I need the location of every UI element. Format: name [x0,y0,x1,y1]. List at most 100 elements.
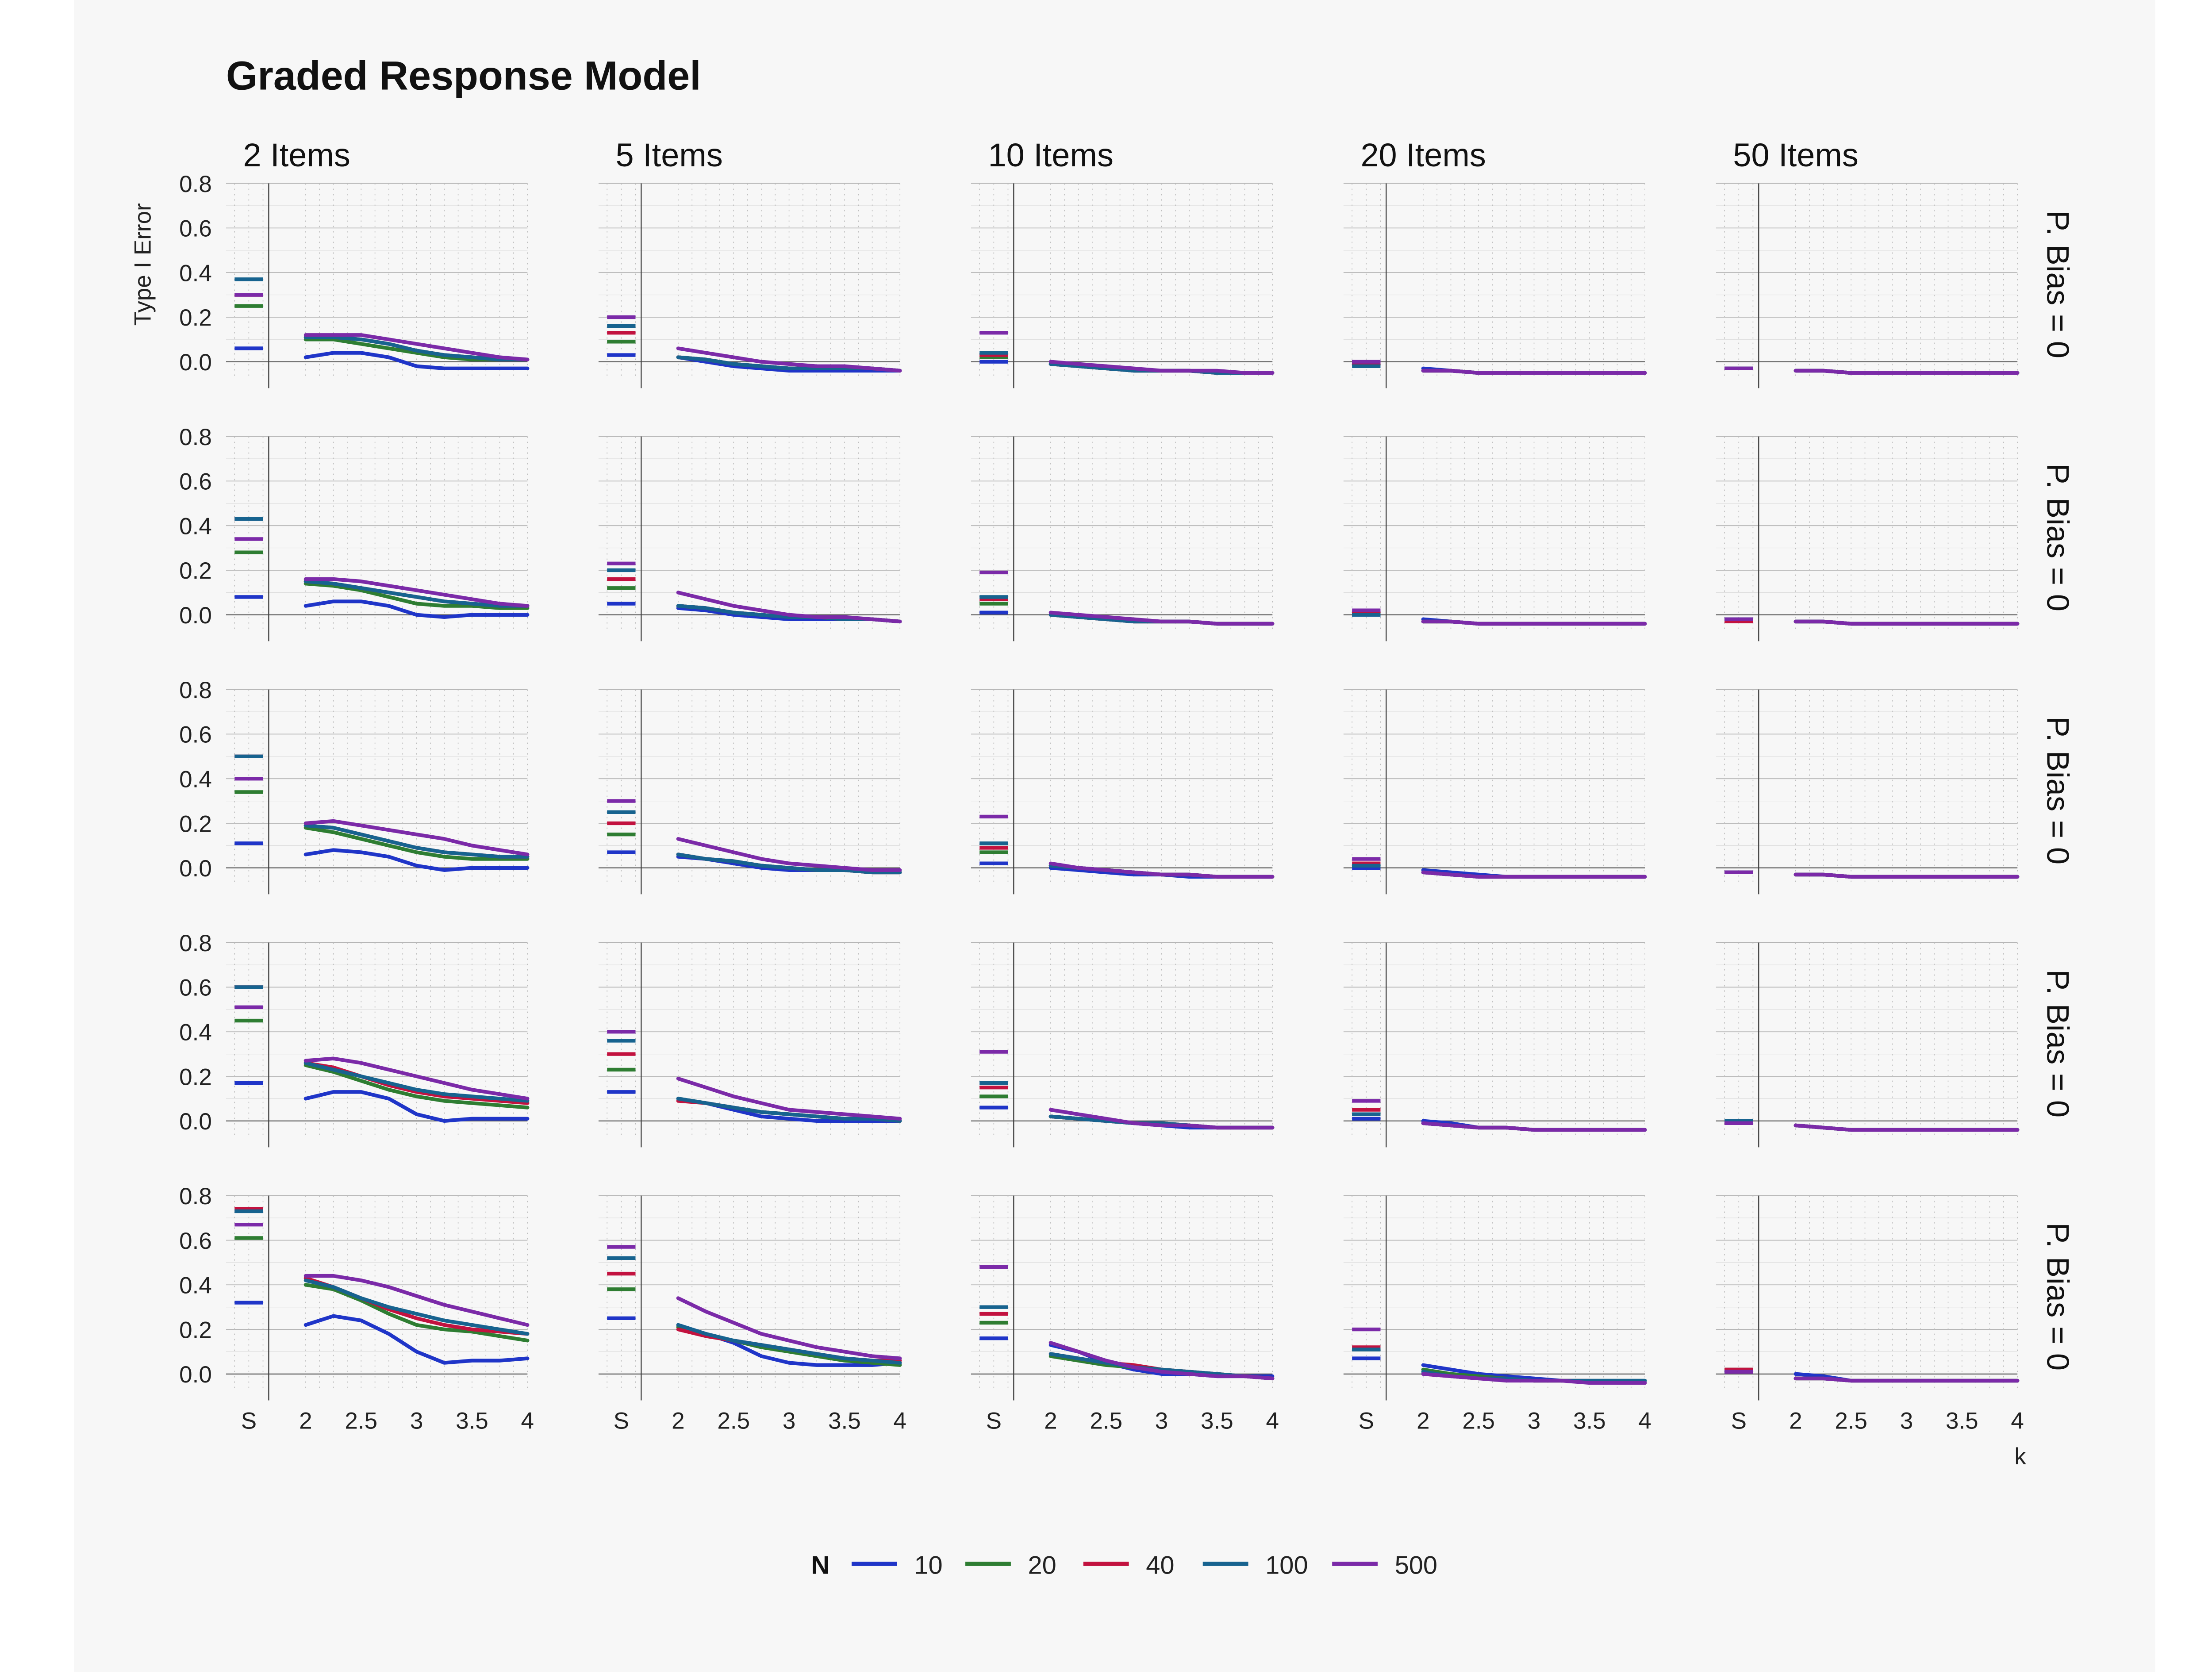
x-tick-label: S [1731,1408,1747,1434]
series-line [303,1061,530,1103]
series-line [303,577,530,608]
y-tick-label: 0.4 [179,1273,212,1299]
y-tick-label: 0.6 [179,975,212,1001]
column-label: 2 Items [243,137,350,173]
row-label: P. Bias = 0 [2041,716,2076,864]
series-line [1421,870,1647,879]
column-label: 5 Items [616,137,723,173]
column-label: 20 Items [1360,137,1486,173]
panel-r1-c3 [971,183,1275,388]
panel-r5-c1: 0.0 0.2 0.4 0.6 0.8 S 2 2.5 3 3.5 4 [179,1183,534,1434]
y-tick-label: 0.6 [179,722,212,748]
series-line [303,825,530,861]
x-tick-label: 3 [1900,1408,1913,1434]
y-tick-label: 0.8 [179,677,212,703]
x-tick-label: 2 [672,1408,685,1434]
x-tick-label: 2.5 [1835,1408,1867,1434]
series-line [303,351,530,370]
panel-r4-c3 [971,942,1275,1148]
series-line [676,1076,902,1121]
series-line [1048,610,1275,626]
series-line [1421,1121,1647,1132]
series-line [303,599,530,619]
y-tick-label: 0.0 [179,1362,212,1388]
y-tick-label: 0.2 [179,558,212,584]
y-tick-label: 0.2 [179,1317,212,1343]
series-line [1793,369,2020,375]
x-tick-label: 3 [1528,1408,1541,1434]
panel-r3-c2 [598,689,902,895]
legend-label: 100 [1265,1551,1308,1580]
panel-r4-c2 [598,942,902,1148]
series-line [303,335,530,361]
x-tick-label: 3.5 [828,1408,861,1434]
series-line [303,333,530,361]
panel-r1-c5 [1716,183,2020,388]
y-tick-label: 0.4 [179,766,212,792]
y-tick-label: 0.4 [179,1020,212,1046]
series-line [1793,1376,2020,1383]
series-line [1048,1341,1275,1381]
series-line [1048,1108,1275,1130]
y-tick-label: 0.4 [179,513,212,539]
x-tick-label: 2 [1044,1408,1057,1434]
x-tick-label: 3 [783,1408,796,1434]
series-line [303,1283,530,1343]
series-line [1421,369,1647,375]
series-line [303,580,530,608]
legend-label: 500 [1395,1551,1437,1580]
series-line [303,1056,530,1101]
series-line [676,837,902,872]
panel-r4-c1: 0.0 0.2 0.4 0.6 0.8 [179,930,530,1148]
x-tick-label: 2 [1417,1408,1430,1434]
series-line [676,1323,902,1365]
x-tick-label: 3.5 [1946,1408,1978,1434]
panel-r5-c2: S 2 2.5 3 3.5 4 [598,1195,906,1434]
x-tick-label: 3.5 [1573,1408,1606,1434]
y-tick-label: 0.2 [179,305,212,331]
series-line [303,1314,530,1365]
row-label: P. Bias = 0 [2041,1222,2076,1371]
panel-r5-c4: S 2 2.5 3 3.5 4 [1343,1195,1651,1434]
legend-label: 40 [1146,1551,1174,1580]
x-tick-label: S [986,1408,1002,1434]
y-tick-label: 0.0 [179,603,212,629]
series-line [303,1063,530,1110]
y-tick-label: 0.8 [179,1183,212,1209]
x-tick-label: 3 [1155,1408,1168,1434]
x-tick-label: 3 [410,1408,423,1434]
series-line [303,582,530,610]
panel-r1-c4 [1343,183,1647,388]
y-tick-label: 0.8 [179,930,212,956]
panel-r2-c5 [1716,436,2020,641]
series-line [303,1090,530,1123]
x-tick-label: 4 [521,1408,534,1434]
legend-label: 10 [914,1551,942,1580]
panel-r4-c5 [1716,942,2020,1148]
x-tick-label: 2.5 [1462,1408,1495,1434]
column-label: 10 Items [988,137,1113,173]
panel-r1-c1: 0.0 0.2 0.4 0.6 0.8 [179,171,530,388]
series-line [676,355,902,373]
y-tick-label: 0.6 [179,469,212,495]
x-tick-label: 2.5 [1090,1408,1122,1434]
y-tick-label: 0.4 [179,260,212,286]
x-tick-label: S [241,1408,257,1434]
panel-r5-c3: S 2 2.5 3 3.5 4 [971,1195,1279,1434]
panel-r3-c1: 0.0 0.2 0.4 0.6 0.8 [179,677,530,895]
figure-title: Graded Response Model [226,53,701,98]
row-label: P. Bias = 0 [2041,463,2076,611]
series-line [303,848,530,872]
series-line [303,1274,530,1327]
series-line [1048,360,1275,375]
series-line [676,1296,902,1360]
y-tick-label: 0.2 [179,1064,212,1090]
series-line [303,819,530,856]
y-tick-label: 0.8 [179,424,212,450]
series-line [676,591,902,624]
panel-r2-c1: 0.0 0.2 0.4 0.6 0.8 [179,424,530,641]
y-axis-label: Type I Error [130,203,156,326]
panel-r3-c5 [1716,689,2020,895]
